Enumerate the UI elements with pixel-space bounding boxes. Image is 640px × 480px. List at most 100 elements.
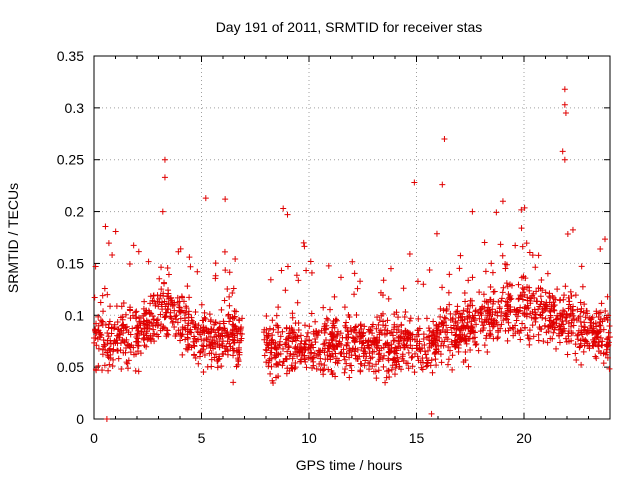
data-point bbox=[411, 369, 418, 376]
data-point bbox=[584, 310, 591, 317]
data-point bbox=[300, 239, 307, 246]
data-point bbox=[604, 343, 611, 350]
data-point bbox=[517, 336, 524, 343]
data-point bbox=[407, 315, 414, 322]
data-point bbox=[319, 367, 326, 374]
data-point bbox=[220, 320, 227, 327]
data-point bbox=[115, 355, 122, 362]
data-point bbox=[449, 352, 456, 359]
data-point bbox=[433, 362, 440, 369]
data-point bbox=[426, 327, 433, 334]
y-tick-label: 0.35 bbox=[57, 48, 84, 64]
data-point bbox=[141, 325, 148, 332]
data-point bbox=[566, 312, 573, 319]
data-point bbox=[381, 352, 388, 359]
data-point bbox=[192, 309, 199, 316]
data-point bbox=[111, 321, 118, 328]
data-point bbox=[527, 310, 534, 317]
data-point bbox=[345, 333, 352, 340]
data-point bbox=[278, 267, 285, 274]
data-point bbox=[91, 334, 98, 341]
data-point bbox=[463, 340, 470, 347]
data-point bbox=[337, 274, 344, 281]
y-axis-label: SRMTID / TECUs bbox=[5, 183, 21, 293]
data-point bbox=[517, 292, 524, 299]
data-point bbox=[597, 322, 604, 329]
data-point bbox=[150, 316, 157, 323]
data-point bbox=[406, 251, 413, 258]
data-point bbox=[207, 343, 214, 350]
data-point bbox=[307, 345, 314, 351]
data-point bbox=[158, 264, 165, 271]
data-point bbox=[229, 321, 236, 328]
data-point bbox=[164, 264, 171, 271]
data-point bbox=[346, 374, 353, 381]
data-point bbox=[479, 327, 486, 334]
data-point bbox=[561, 156, 568, 163]
data-point bbox=[301, 352, 308, 359]
data-point bbox=[605, 334, 612, 341]
data-point bbox=[565, 294, 572, 301]
data-point bbox=[568, 329, 575, 336]
data-point bbox=[321, 329, 328, 336]
data-point bbox=[402, 308, 409, 315]
data-point bbox=[117, 347, 124, 354]
data-point bbox=[386, 348, 393, 355]
data-point bbox=[375, 367, 382, 374]
data-point bbox=[526, 284, 533, 291]
data-point bbox=[388, 341, 395, 348]
data-point bbox=[359, 340, 366, 347]
data-point bbox=[573, 356, 580, 363]
data-point bbox=[348, 362, 355, 369]
data-point bbox=[222, 267, 229, 274]
data-point bbox=[323, 315, 330, 322]
data-point bbox=[263, 341, 270, 348]
data-point bbox=[465, 324, 472, 331]
data-point bbox=[112, 228, 119, 235]
data-point bbox=[493, 209, 500, 216]
data-point bbox=[147, 332, 154, 339]
data-point bbox=[159, 306, 166, 313]
data-point bbox=[337, 350, 344, 357]
data-point bbox=[492, 308, 499, 315]
data-point bbox=[414, 345, 421, 352]
data-point bbox=[288, 325, 295, 332]
data-point bbox=[503, 280, 510, 287]
data-point bbox=[370, 321, 377, 328]
data-point bbox=[602, 307, 609, 314]
data-point bbox=[589, 342, 596, 349]
data-point bbox=[231, 347, 238, 354]
data-point bbox=[595, 314, 602, 321]
data-point bbox=[351, 270, 358, 277]
data-point bbox=[597, 309, 604, 316]
data-point bbox=[592, 353, 599, 360]
data-point bbox=[445, 356, 452, 363]
data-point bbox=[556, 326, 563, 333]
data-point bbox=[162, 313, 169, 320]
data-point bbox=[518, 293, 525, 300]
data-point bbox=[239, 315, 246, 322]
data-point bbox=[268, 345, 275, 352]
data-point bbox=[439, 181, 446, 188]
data-point bbox=[531, 314, 538, 321]
data-point bbox=[129, 312, 136, 319]
data-point bbox=[185, 311, 192, 318]
data-point bbox=[385, 355, 392, 362]
data-point bbox=[439, 319, 446, 326]
data-point bbox=[496, 304, 503, 311]
data-point bbox=[561, 86, 568, 93]
data-point bbox=[523, 313, 530, 320]
data-point bbox=[457, 334, 464, 341]
data-point bbox=[469, 302, 476, 309]
data-point bbox=[429, 369, 436, 376]
data-point bbox=[542, 322, 549, 329]
data-point bbox=[357, 360, 364, 367]
data-point bbox=[285, 343, 292, 350]
data-point bbox=[462, 298, 469, 305]
data-point bbox=[491, 321, 498, 328]
data-point bbox=[465, 277, 472, 284]
data-point bbox=[545, 328, 552, 335]
data-point bbox=[206, 311, 213, 318]
data-point bbox=[578, 361, 585, 368]
data-point bbox=[419, 355, 426, 362]
